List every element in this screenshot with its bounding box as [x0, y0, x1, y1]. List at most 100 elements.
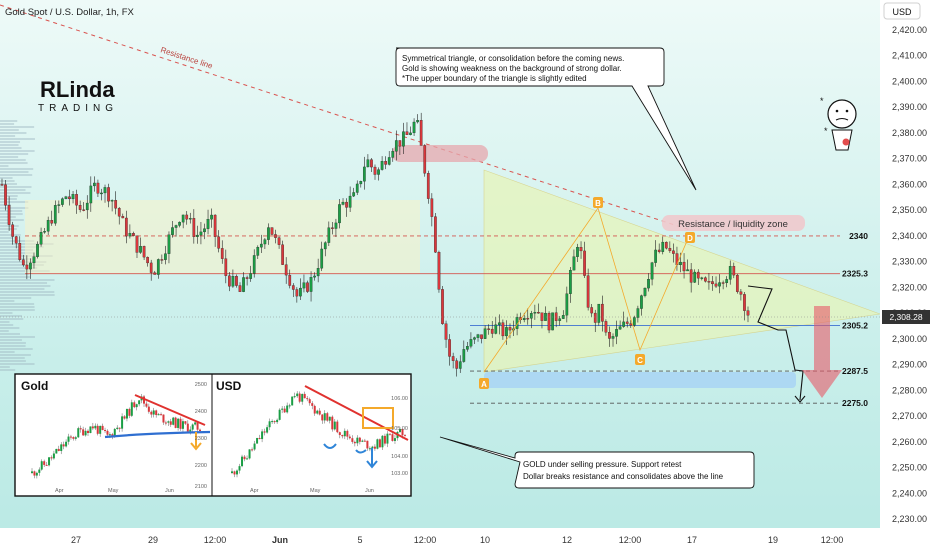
resistance-line [0, 4, 691, 231]
inset-candle [33, 471, 36, 476]
inset-candle [371, 446, 374, 449]
candle-body [185, 214, 189, 220]
candle-body [469, 339, 473, 347]
volume-profile-bar [0, 147, 22, 149]
volume-profile-bar [0, 342, 26, 344]
candle-body [554, 312, 558, 321]
x-tick-label: 27 [71, 535, 81, 545]
inset-candle [94, 425, 97, 429]
candle-body [96, 182, 100, 194]
inset-gold-title: Gold [21, 379, 48, 393]
volume-profile-bar [0, 354, 31, 356]
volume-profile-bar [0, 348, 33, 350]
inset-candle [281, 408, 284, 410]
candle-body [625, 321, 629, 324]
volume-profile-bar [0, 270, 50, 272]
candle-body [348, 195, 352, 208]
inset-candle [323, 413, 326, 421]
volume-profile-bar [0, 369, 16, 371]
inset-candle [191, 424, 194, 430]
inset-candle [233, 471, 236, 475]
inset-candle [164, 422, 167, 424]
candle-body [398, 140, 402, 147]
candle-body [338, 204, 341, 224]
candle-body [391, 151, 395, 158]
candle-body [167, 234, 171, 254]
candle-body [654, 249, 657, 263]
candle-body [228, 275, 231, 287]
candle-body [160, 259, 164, 261]
volume-profile-bar [0, 210, 23, 212]
inset-candle [50, 457, 53, 459]
candle-body [128, 233, 132, 237]
inset-candle [296, 393, 299, 397]
inset-candle [298, 393, 301, 402]
level-label: 2305.2 [842, 320, 868, 330]
svg-text:D: D [687, 234, 693, 243]
y-tick-label: 2,230.00 [892, 514, 927, 524]
candle-body [174, 225, 178, 228]
inset-candle [251, 449, 254, 451]
inset-candle [186, 423, 189, 432]
candle-body [430, 198, 434, 217]
candle-body [405, 131, 409, 135]
currency-button[interactable]: USD [883, 2, 921, 20]
inset-trendline [304, 385, 409, 441]
candle-body [643, 287, 647, 296]
inset-gold-xtick: Jun [165, 488, 174, 494]
inset-candle [84, 430, 87, 436]
inset-candle [82, 429, 85, 436]
candle-body [412, 121, 416, 134]
price-axis[interactable] [880, 0, 932, 550]
inset-candle [263, 431, 266, 433]
x-tick-label: 5 [357, 535, 362, 545]
inset-candle [96, 425, 99, 434]
time-axis[interactable] [0, 528, 880, 550]
candle-body [593, 312, 597, 323]
inset-candle [135, 404, 138, 408]
candle-body [259, 243, 263, 248]
candle-body [458, 361, 462, 369]
candle-body [164, 253, 167, 260]
inset-candle [246, 458, 249, 460]
pattern-point-b: B [593, 197, 603, 208]
candle-body [352, 192, 356, 197]
inset-candle [331, 416, 334, 430]
svg-text:B: B [595, 199, 601, 208]
candle-body [728, 266, 732, 280]
candle-body [583, 250, 586, 276]
inset-candle [286, 405, 289, 413]
candle-body [178, 221, 181, 226]
svg-text:C: C [637, 356, 643, 365]
inset-candle [368, 448, 371, 450]
inset-candle [366, 440, 369, 449]
volume-profile-bar [0, 279, 55, 281]
candle-body [274, 234, 277, 238]
inset-candle [177, 418, 180, 428]
inset-candle [147, 406, 150, 412]
volume-profile-bar [0, 189, 26, 191]
volume-profile-bar [0, 294, 55, 296]
svg-text:A: A [481, 380, 487, 389]
inset-candle [138, 400, 141, 405]
inset-candle [130, 402, 133, 416]
candle-body [732, 266, 736, 276]
candle-body [78, 205, 82, 210]
volume-profile-bar [0, 171, 29, 173]
candle-body [299, 287, 302, 297]
inset-candle [258, 437, 261, 440]
candle-body [686, 269, 689, 272]
volume-profile-bar [0, 237, 13, 239]
inset-candle [104, 430, 107, 432]
candle-body [377, 169, 380, 175]
candle-body [682, 261, 686, 272]
inset-usd-xtick: Jun [365, 488, 374, 494]
candle-body [448, 339, 451, 357]
candle-body [7, 205, 11, 225]
inset-candle [121, 416, 124, 429]
x-tick-label: 17 [687, 535, 697, 545]
candle-body [366, 159, 370, 168]
candle-body [526, 318, 530, 320]
candle-body [462, 349, 466, 362]
